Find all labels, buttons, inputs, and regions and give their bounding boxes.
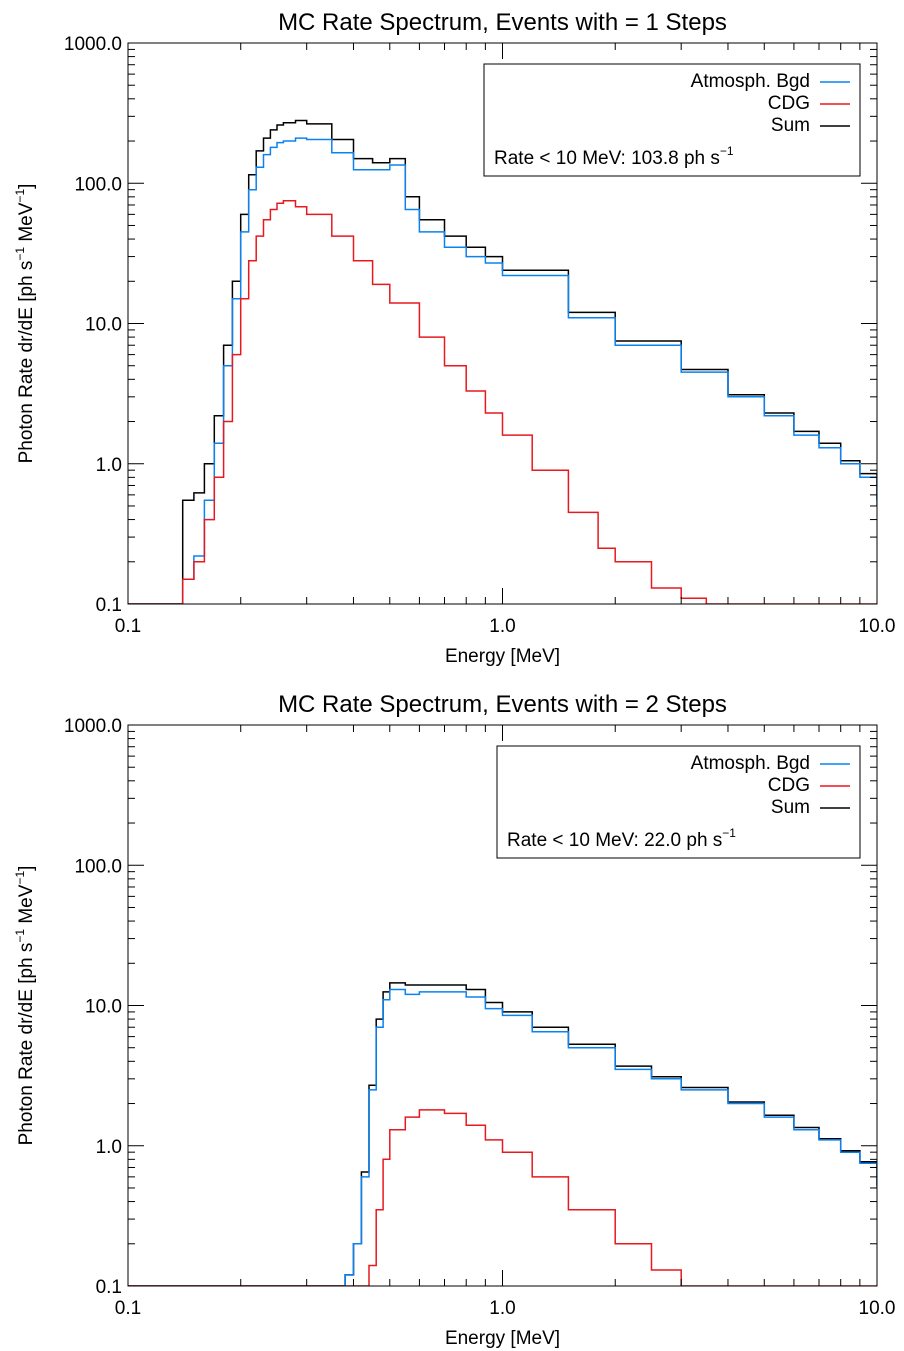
chart-panel-1-steps: MC Rate Spectrum, Events with = 1 Steps 0… [13, 9, 895, 667]
legend-box [496, 745, 861, 859]
legend-box [483, 63, 861, 177]
y-axis-label: Photon Rate dr/dE [ph s−1 MeV−1] [13, 184, 37, 464]
series-line-atmospheric [128, 137, 877, 604]
y-axis-label: Photon Rate dr/dE [ph s−1 MeV−1] [13, 866, 37, 1146]
series-line-sum [128, 119, 877, 604]
series-line-cdg [128, 1109, 877, 1286]
y-axis-label-part: MeV [16, 202, 37, 247]
y-tick-label: 1.0 [96, 1137, 122, 1158]
series-group [128, 982, 877, 1286]
y-axis-label-part: ] [16, 866, 37, 871]
y-tick-label: 100.0 [74, 174, 122, 195]
x-tick-label: 0.1 [115, 616, 141, 637]
series-group [128, 119, 877, 604]
y-axis-label-part: Photon Rate dr/dE [ph s [16, 261, 37, 464]
y-tick-label: 1000.0 [64, 34, 122, 55]
y-axis-label-exponent: −1 [13, 929, 27, 943]
series-line-sum [128, 982, 877, 1286]
y-tick-label: 10.0 [85, 315, 122, 336]
x-tick-label: 0.1 [115, 1298, 141, 1319]
y-tick-label: 0.1 [96, 1277, 122, 1298]
x-tick-label: 1.0 [489, 1298, 515, 1319]
x-tick-label: 1.0 [489, 616, 515, 637]
y-axis-label-part: MeV [16, 884, 37, 929]
series-line-atmospheric [128, 988, 877, 1286]
chart-panel-2-steps: MC Rate Spectrum, Events with = 2 Steps 0… [13, 691, 895, 1349]
rate-text: Rate < 10 MeV: 103.8 ph s [494, 148, 720, 169]
x-tick-label: 10.0 [859, 616, 896, 637]
x-tick-label: 10.0 [859, 1298, 896, 1319]
y-axis-label-exponent: −1 [13, 871, 27, 885]
y-tick-label: 1.0 [96, 455, 122, 476]
legend-label: Atmosph. Bgd [691, 71, 810, 92]
legend-label: Atmosph. Bgd [691, 753, 810, 774]
rate-exponent: −1 [722, 826, 736, 840]
chart-title: MC Rate Spectrum, Events with = 1 Steps [278, 9, 727, 36]
y-tick-label: 1000.0 [64, 716, 122, 737]
y-axis-label-exponent: −1 [13, 247, 27, 261]
y-axis-label-exponent: −1 [13, 189, 27, 203]
legend-label: Sum [771, 115, 810, 136]
chart-title: MC Rate Spectrum, Events with = 2 Steps [278, 691, 727, 718]
y-tick-label: 0.1 [96, 595, 122, 616]
legend-label: CDG [768, 775, 810, 796]
series-line-cdg [128, 200, 877, 604]
rate-annotation: Rate < 10 MeV: 22.0 ph s−1 [507, 826, 736, 851]
x-axis-label: Energy [MeV] [445, 646, 560, 667]
y-axis-label-part: ] [16, 184, 37, 189]
y-tick-label: 100.0 [74, 856, 122, 877]
rate-text: Rate < 10 MeV: 22.0 ph s [507, 830, 722, 851]
legend-label: CDG [768, 93, 810, 114]
y-axis-label-part: Photon Rate dr/dE [ph s [16, 943, 37, 1146]
rate-annotation: Rate < 10 MeV: 103.8 ph s−1 [494, 144, 734, 169]
legend-label: Sum [771, 797, 810, 818]
rate-exponent: −1 [720, 144, 734, 158]
y-tick-label: 10.0 [85, 997, 122, 1018]
x-axis-label: Energy [MeV] [445, 1328, 560, 1349]
